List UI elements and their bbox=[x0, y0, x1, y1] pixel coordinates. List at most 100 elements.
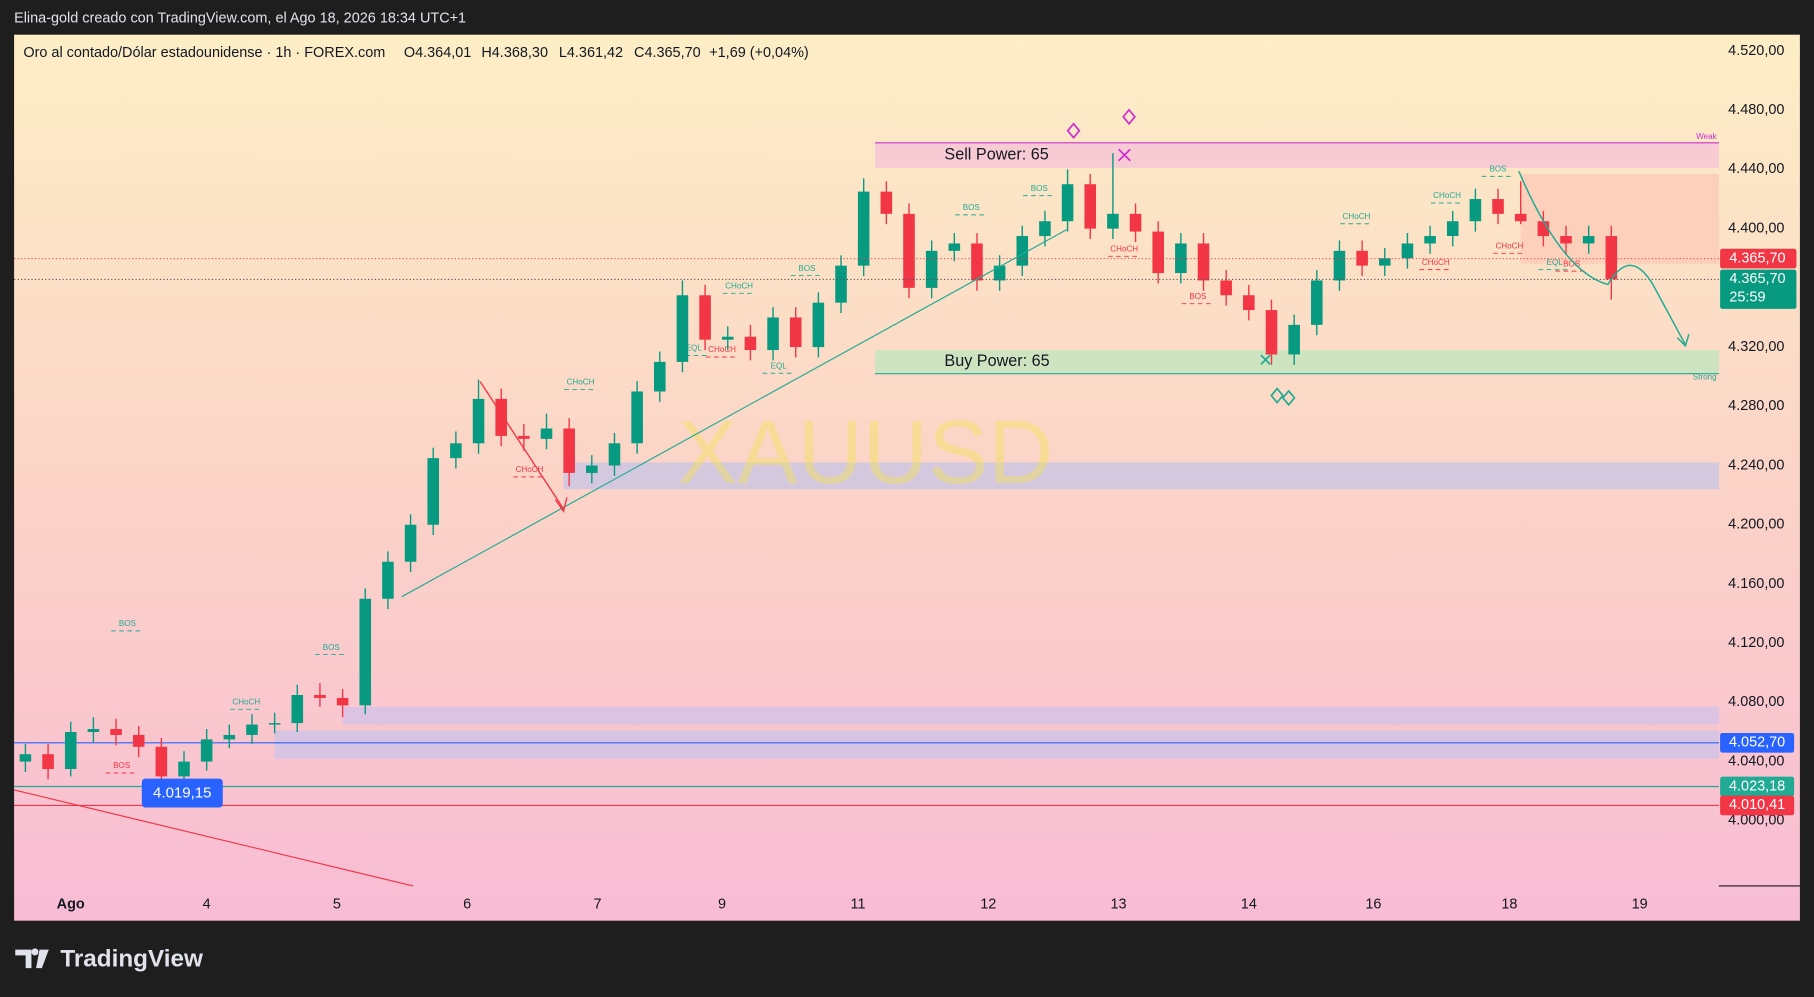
candle-body bbox=[1469, 199, 1482, 222]
candle-body bbox=[835, 265, 847, 303]
structure-label: BOS bbox=[1490, 165, 1508, 174]
x-tick-label: 19 bbox=[1632, 896, 1648, 912]
candle-body bbox=[1424, 236, 1436, 244]
candle-body bbox=[1582, 236, 1595, 244]
structure-label: CHoCH bbox=[725, 282, 753, 291]
y-tick-label: 4.240,00 bbox=[1728, 457, 1784, 473]
candle-body bbox=[19, 754, 32, 762]
candle-body bbox=[586, 465, 598, 473]
y-tick-label: 4.200,00 bbox=[1728, 517, 1784, 533]
zone bbox=[274, 730, 1719, 759]
candle-body bbox=[427, 458, 440, 525]
candle-body bbox=[1605, 236, 1618, 280]
candle-body bbox=[1129, 213, 1142, 232]
last-price-tag bbox=[1720, 269, 1797, 309]
x-tick-label: 14 bbox=[1241, 896, 1257, 912]
candle-body bbox=[291, 694, 304, 724]
structure-label: BOS bbox=[119, 619, 137, 628]
trend-line bbox=[13, 789, 414, 887]
x-tick-label: 11 bbox=[851, 896, 866, 912]
structure-label: BOS bbox=[963, 203, 981, 212]
x-tick-label: 7 bbox=[593, 896, 601, 912]
candle-body bbox=[676, 295, 689, 362]
structure-label: EQL bbox=[771, 361, 788, 370]
candle-body bbox=[1107, 213, 1119, 229]
candle-body bbox=[1243, 295, 1255, 311]
structure-label: CHoCH bbox=[1433, 191, 1461, 200]
y-tick-label: 4.000,00 bbox=[1728, 813, 1784, 829]
last-price-label: 4.365,70 bbox=[1729, 271, 1785, 287]
structure-label: CHoCH bbox=[708, 345, 736, 354]
x-tick-label: Ago bbox=[57, 896, 85, 912]
countdown: 25:59 bbox=[1729, 290, 1765, 306]
y-tick-label: 4.120,00 bbox=[1728, 635, 1784, 651]
x-tick-label: 18 bbox=[1501, 896, 1517, 912]
candle-body bbox=[1560, 236, 1572, 244]
diamond-marker bbox=[1066, 108, 1136, 139]
cross-marker bbox=[1118, 148, 1131, 162]
price-tag bbox=[1720, 795, 1795, 816]
candle-body bbox=[903, 213, 915, 288]
y-tick-label: 4.520,00 bbox=[1728, 43, 1784, 59]
price-tag-label: 4.010,41 bbox=[1729, 797, 1785, 813]
candle-body bbox=[495, 398, 507, 436]
candle-body bbox=[382, 561, 394, 599]
structure-label: BOS bbox=[113, 761, 131, 770]
candle-body bbox=[1061, 184, 1074, 222]
candle-body bbox=[1446, 221, 1459, 237]
candle-body bbox=[155, 746, 168, 777]
y-tick-label: 4.080,00 bbox=[1728, 694, 1784, 710]
structure-label: CHoCH bbox=[1495, 242, 1523, 251]
candle-body bbox=[314, 694, 326, 698]
candle-body bbox=[132, 734, 145, 747]
zone bbox=[342, 706, 1719, 725]
y-tick-label: 4.280,00 bbox=[1728, 398, 1784, 414]
y-tick-label: 4.160,00 bbox=[1728, 576, 1784, 592]
structure-label: BOS bbox=[323, 643, 341, 652]
y-tick-label: 4.320,00 bbox=[1728, 339, 1784, 355]
candle-body bbox=[359, 598, 372, 706]
candle-body bbox=[42, 754, 54, 770]
y-tick-label: 4.040,00 bbox=[1728, 753, 1784, 769]
candle-body bbox=[1356, 250, 1368, 266]
candle-body bbox=[1378, 258, 1391, 266]
candle-body bbox=[631, 391, 643, 444]
candle-body bbox=[563, 428, 575, 473]
zone-edge-label: Strong bbox=[1693, 372, 1717, 381]
candle-body bbox=[1311, 280, 1323, 325]
candle-body bbox=[404, 524, 417, 562]
candle-body bbox=[608, 443, 621, 466]
y-tick-label: 4.480,00 bbox=[1728, 102, 1784, 118]
candle-body bbox=[971, 243, 983, 281]
diamond-marker bbox=[1270, 387, 1296, 407]
structure-label: CHoCH bbox=[1343, 212, 1371, 221]
y-tick-label: 4.400,00 bbox=[1728, 220, 1784, 236]
candle-body bbox=[1220, 280, 1232, 296]
symbol-title: Oro al contado/Dólar estadounidense · 1h… bbox=[23, 45, 385, 61]
candle-body bbox=[721, 336, 734, 340]
trend-line bbox=[401, 228, 1069, 598]
structure-label: EQL bbox=[1547, 258, 1564, 267]
header: Elina-gold creado con TradingView.com, e… bbox=[14, 10, 466, 26]
x-tick-label: 13 bbox=[1111, 896, 1127, 912]
candle-body bbox=[1152, 231, 1164, 274]
candle-body bbox=[1265, 310, 1278, 355]
zone bbox=[1520, 173, 1719, 265]
candle-body bbox=[518, 435, 530, 439]
candle-body bbox=[1401, 243, 1414, 259]
candle-body bbox=[178, 761, 190, 777]
structure-label: BOS bbox=[1563, 259, 1581, 268]
close-tag bbox=[1720, 248, 1797, 269]
candle-body bbox=[223, 734, 236, 740]
zone-edge-label: Weak bbox=[1696, 132, 1717, 141]
structure-label: BOS bbox=[1031, 184, 1049, 193]
candle-body bbox=[268, 723, 281, 725]
candle-body bbox=[1016, 236, 1029, 266]
close-tag-label: 4.365,70 bbox=[1729, 250, 1785, 266]
candle-body bbox=[1084, 184, 1097, 229]
zone bbox=[875, 350, 1719, 374]
structure-label: CHoCH bbox=[567, 378, 595, 387]
marker-tag-label: 4.019,15 bbox=[153, 785, 211, 802]
candle-body bbox=[880, 191, 893, 214]
